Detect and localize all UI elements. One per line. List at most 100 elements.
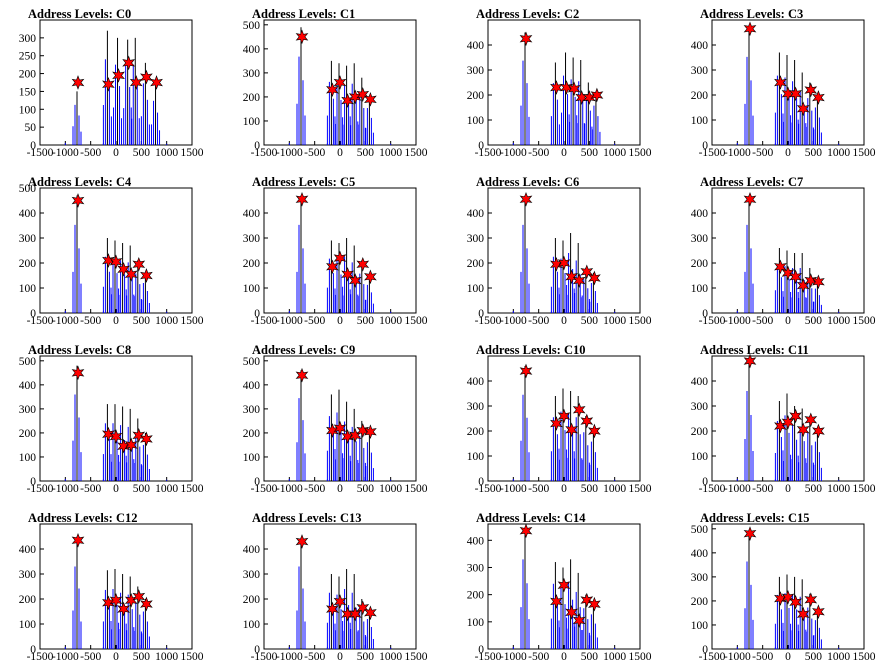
y-tick-label: 100 [467,451,485,463]
peak-star-marker [774,75,787,90]
y-tick-label: 0 [478,644,484,656]
peak-star-marker [557,255,571,271]
x-tick-label: -500 [304,483,325,495]
peak-star-marker [519,363,533,379]
y-tick-label: 200 [243,594,261,606]
x-tick-label: 500 [357,315,375,327]
x-tick-label: 1500 [853,147,876,159]
x-tick-label: -1000 [276,483,303,495]
peak-star-marker [295,367,309,383]
peak-star-marker [102,76,115,92]
x-tick-label: 1000 [603,483,626,495]
x-tick-label: 500 [581,315,599,327]
peak-star-marker [519,191,533,207]
y-tick-label: 100 [243,452,261,464]
y-tick-label: 200 [691,596,709,608]
x-tick-label: 1500 [629,315,652,327]
peak-star-marker [326,82,339,98]
spike-series [64,195,168,313]
chart-panel-13: Address Levels: C13 -1500-1000 -500 0 500 100… [243,511,428,663]
x-tick-label: 500 [581,651,599,663]
chart-panel-6: Address Levels: C6-1500-1000 -500 0 500 1000… [467,175,652,327]
y-tick-label: 100 [691,451,709,463]
x-tick-label: -1500 [699,315,726,327]
x-tick-label: 0 [561,147,567,159]
peak-star-marker [590,87,604,103]
x-tick-label: 1000 [603,147,626,159]
x-tick-label: 1500 [181,147,204,159]
y-tick-label: 200 [19,428,37,440]
x-tick-label: -1000 [52,315,79,327]
peak-star-marker [743,191,757,207]
x-tick-label: -1000 [724,147,751,159]
x-tick-label: -1000 [52,483,79,495]
plot-frame [711,523,865,650]
x-tick-label: 1500 [181,651,204,663]
chart-title: Address Levels: C7 [700,175,803,189]
y-tick-label: 0 [254,140,260,152]
chart-title: Address Levels: C15 [700,511,810,525]
x-tick-label: 0 [337,483,343,495]
spike-series [736,361,840,481]
peak-star-marker [804,412,818,428]
spike-series [736,27,840,145]
peak-star-marker [348,606,362,622]
x-tick-label: 1500 [629,147,652,159]
peak-star-marker [295,191,309,207]
peak-star-marker [572,402,586,418]
peak-star-marker [550,594,563,609]
x-tick-label: 1000 [379,315,402,327]
x-tick-label: 1000 [155,147,178,159]
y-tick-label: 150 [19,86,37,98]
x-tick-label: 1000 [155,651,178,663]
y-tick-label: 500 [243,20,261,32]
x-tick-label: -1000 [276,315,303,327]
y-tick-label: 400 [243,544,261,556]
x-tick-label: -500 [528,147,549,159]
x-tick-label: -1500 [27,147,54,159]
y-tick-label: 0 [702,308,708,320]
x-tick-label: -500 [528,651,549,663]
peak-star-marker [567,81,581,97]
spike-series [64,30,168,145]
y-tick-label: 100 [19,452,37,464]
chart-title: Address Levels: C4 [28,175,132,189]
peak-star-marker [743,526,757,541]
x-tick-label: 500 [133,147,151,159]
peak-star-marker [117,601,130,617]
peak-star-marker [796,422,810,438]
x-tick-label: 0 [113,483,119,495]
peak-star-marker [580,592,594,608]
y-tick-label: 300 [19,233,37,245]
peak-star-marker [781,414,795,430]
chart-panel-3: Address Levels: C3-1500-1000 -500 0 500 1000… [691,7,876,159]
peak-star-marker [743,21,757,37]
peak-star-marker [580,413,594,429]
peak-star-marker [550,416,563,431]
y-tick-label: 200 [691,258,709,270]
y-tick-label: 400 [19,380,37,392]
peak-star-marker [122,55,136,71]
spike-series [512,529,616,649]
y-tick-label: 200 [243,428,261,440]
y-tick-label: 300 [243,569,261,581]
chart-panel-10: Address Levels: C10 -1500-1000 -500 0 500 100… [467,343,652,495]
x-tick-label: 1000 [827,483,850,495]
peak-star-marker [341,266,354,282]
y-tick-label: 0 [254,308,260,320]
chart-title: Address Levels: C2 [476,7,579,21]
plot-frame [263,187,417,314]
chart-title: Address Levels: C5 [252,175,355,189]
chart-panel-0: Address Levels: C0-1500-1000 -500 0 500 1000… [19,7,204,159]
peak-star-marker [560,80,573,95]
peak-star-marker [295,29,309,45]
peak-star-marker [333,594,347,609]
y-tick-label: 200 [691,426,709,438]
peak-star-marker [789,86,802,102]
x-tick-label: 1000 [155,483,178,495]
y-tick-label: 500 [243,356,261,368]
y-tick-label: 400 [467,40,485,52]
peak-star-marker [550,80,563,95]
x-tick-label: -500 [80,483,101,495]
